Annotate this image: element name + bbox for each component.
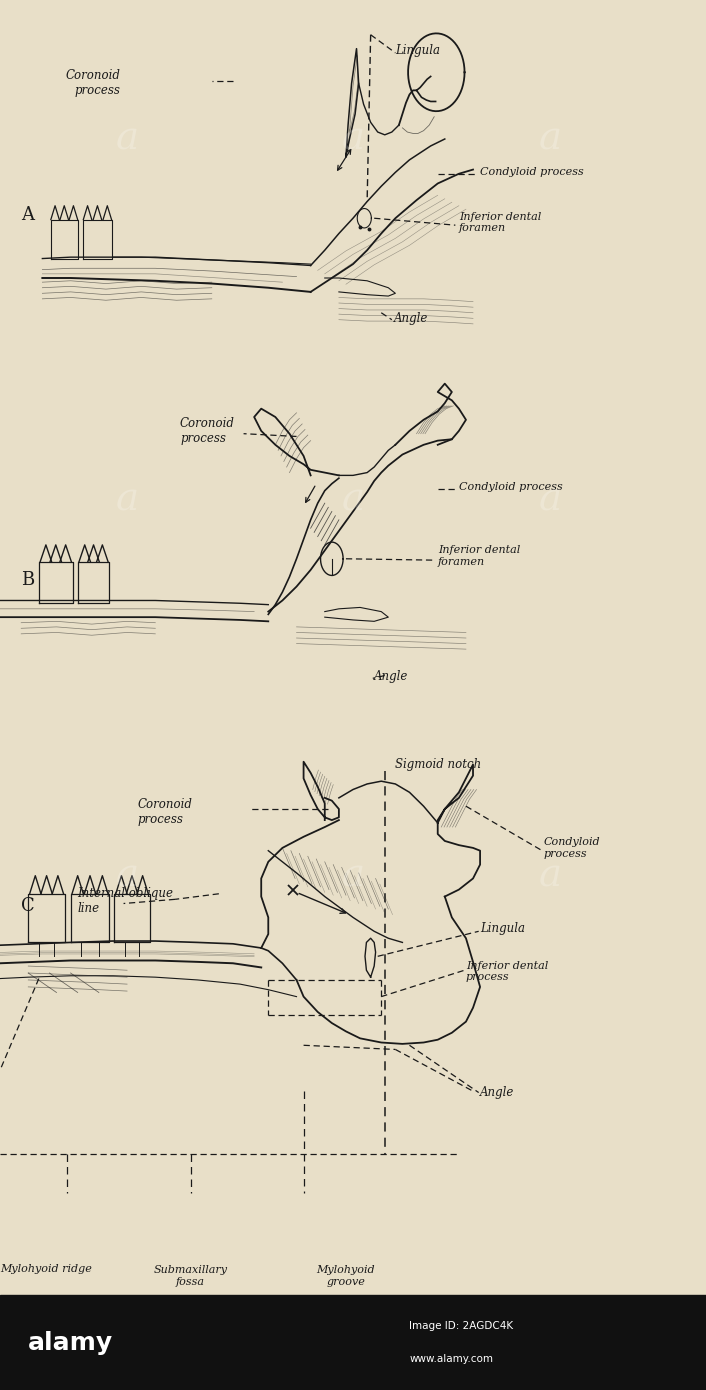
Text: Condyloid
process: Condyloid process (544, 837, 600, 859)
Text: B: B (21, 571, 35, 588)
Text: a: a (116, 482, 138, 518)
Text: Inferior dental
process: Inferior dental process (466, 960, 549, 983)
Text: alamy: alamy (28, 1330, 114, 1355)
Text: Lingula: Lingula (395, 43, 441, 57)
Text: a: a (342, 121, 364, 157)
Text: a: a (342, 482, 364, 518)
Text: Submaxillary
fossa: Submaxillary fossa (154, 1265, 227, 1287)
Text: Coronoid
process: Coronoid process (138, 798, 193, 826)
Text: Mylohyoid ridge: Mylohyoid ridge (0, 1264, 92, 1275)
Text: a: a (342, 858, 364, 894)
Text: Condyloid process: Condyloid process (459, 481, 563, 492)
Text: Angle: Angle (374, 670, 409, 684)
Text: Internal oblique
line: Internal oblique line (78, 887, 174, 915)
Text: Coronoid
process: Coronoid process (180, 417, 235, 445)
Text: Coronoid
process: Coronoid process (65, 70, 120, 97)
Text: Angle: Angle (394, 311, 429, 325)
Text: a: a (539, 482, 562, 518)
Text: Image ID: 2AGDC4K: Image ID: 2AGDC4K (409, 1320, 513, 1332)
Text: a: a (539, 121, 562, 157)
Text: Inferior dental
foramen: Inferior dental foramen (459, 211, 542, 234)
Text: www.alamy.com: www.alamy.com (409, 1354, 493, 1365)
Text: A: A (21, 207, 34, 224)
Text: a: a (116, 858, 138, 894)
Text: C: C (21, 898, 35, 915)
Text: Mylohyoid
groove: Mylohyoid groove (316, 1265, 376, 1287)
Text: Condyloid process: Condyloid process (480, 167, 584, 178)
Bar (0, 1295, 706, 1390)
Text: Angle: Angle (480, 1086, 515, 1099)
Text: Inferior dental
foramen: Inferior dental foramen (438, 545, 520, 567)
Text: a: a (116, 121, 138, 157)
Text: Lingula: Lingula (480, 922, 525, 935)
Text: a: a (539, 858, 562, 894)
Text: Sigmoid notch: Sigmoid notch (395, 758, 481, 771)
